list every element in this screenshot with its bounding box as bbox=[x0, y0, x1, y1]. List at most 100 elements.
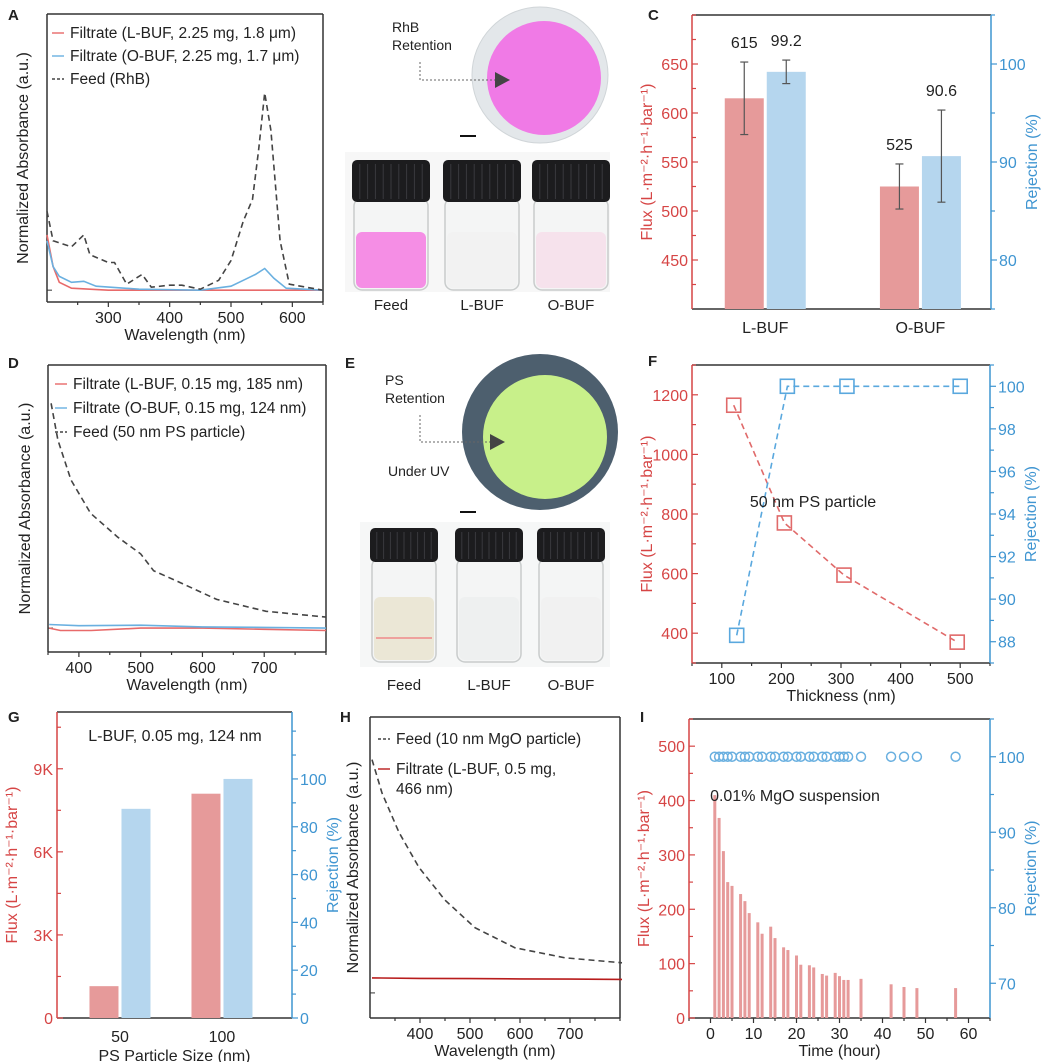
x-tick-label: 400 bbox=[407, 1026, 434, 1043]
legend-item: Filtrate (O-BUF, 2.25 mg, 1.7 μm) bbox=[52, 48, 299, 65]
chart-annotation: 50 nm PS particle bbox=[750, 494, 876, 511]
panel-label-a: A bbox=[8, 7, 19, 24]
bar bbox=[717, 817, 721, 1018]
data-point bbox=[725, 397, 742, 414]
y-left-tick-label: 650 bbox=[661, 57, 688, 74]
bar bbox=[782, 947, 786, 1018]
bar bbox=[795, 955, 798, 1018]
bar bbox=[799, 964, 803, 1018]
data-point bbox=[778, 751, 789, 763]
bar bbox=[121, 808, 151, 1018]
legend-label: Feed (50 nm PS particle) bbox=[73, 424, 245, 441]
x-tick-label: 700 bbox=[557, 1026, 584, 1043]
y-axis-label: Normalized Absorbance (a.u.) bbox=[17, 403, 34, 615]
bar bbox=[902, 987, 906, 1018]
vial-liquid bbox=[356, 232, 426, 288]
y-right-tick-label: 100 bbox=[999, 57, 1026, 74]
bar bbox=[807, 965, 811, 1018]
y-right-tick-label: 20 bbox=[300, 963, 318, 980]
x-tick-label: 700 bbox=[251, 660, 278, 677]
data-point bbox=[885, 751, 897, 763]
y-right-tick-label: 100 bbox=[998, 750, 1025, 767]
y-right-tick-label: 40 bbox=[300, 915, 318, 932]
x-axis-label: PS Particle Size (nm) bbox=[98, 1048, 250, 1062]
vial-label: O-BUF bbox=[548, 297, 595, 314]
data-point bbox=[752, 751, 764, 763]
y-left-tick-label: 9K bbox=[33, 762, 53, 779]
data-point bbox=[791, 751, 802, 763]
x-tick-label: 300 bbox=[828, 671, 855, 688]
bar bbox=[769, 926, 773, 1018]
y-left-tick-label: 400 bbox=[658, 794, 685, 811]
data-point bbox=[779, 378, 796, 395]
x-axis-label: Wavelength (nm) bbox=[126, 677, 247, 694]
x-axis-label: Time (hour) bbox=[798, 1043, 880, 1060]
data-point bbox=[776, 515, 793, 531]
bar-data-label: 615 bbox=[731, 35, 758, 52]
x-tick-label: 10 bbox=[745, 1026, 763, 1043]
bar bbox=[223, 778, 253, 1018]
y-right-tick-label: 100 bbox=[300, 772, 327, 789]
x-tick-label: 600 bbox=[507, 1026, 534, 1043]
y-left-tick-label: 1000 bbox=[652, 447, 688, 464]
data-point bbox=[911, 751, 923, 763]
bar bbox=[820, 973, 824, 1018]
bar bbox=[889, 984, 893, 1018]
series-line bbox=[735, 385, 961, 636]
series-line bbox=[49, 627, 327, 632]
legend-item: Filtrate (L-BUF, 2.25 mg, 1.8 μm) bbox=[52, 25, 296, 42]
legend-label: Filtrate (O-BUF, 2.25 mg, 1.7 μm) bbox=[70, 48, 299, 65]
data-point bbox=[839, 378, 855, 395]
y-right-tick-label: 80 bbox=[998, 901, 1016, 918]
legend-label: Feed (RhB) bbox=[70, 71, 150, 88]
x-tick-label: 100 bbox=[708, 671, 735, 688]
y-left-tick-label: 800 bbox=[661, 507, 688, 524]
vial-liquid bbox=[447, 232, 517, 288]
legend-item: Filtrate (O-BUF, 0.15 mg, 124 nm) bbox=[55, 400, 306, 417]
vial-liquid bbox=[541, 597, 601, 660]
y-left-tick-label: 200 bbox=[658, 902, 685, 919]
photo-panel-e: PS Retention Under UV Feed L-BUF O-BUF bbox=[360, 354, 618, 694]
data-point bbox=[804, 751, 815, 763]
x-axis-label: Thickness (nm) bbox=[786, 688, 895, 705]
legend-item: Filtrate (L-BUF, 0.5 mg, 466 nm) bbox=[378, 761, 556, 798]
y-left-axis-label: Flux (L·m⁻²·h⁻¹·bar⁻¹) bbox=[639, 84, 656, 241]
y-left-axis-label: Flux (L·m⁻²·h⁻¹·bar⁻¹) bbox=[636, 790, 653, 947]
panel-label-g: G bbox=[8, 709, 20, 726]
data-point bbox=[898, 751, 910, 763]
bar bbox=[773, 938, 777, 1018]
data-point bbox=[949, 634, 966, 650]
bar bbox=[730, 885, 734, 1018]
retained-dye-membrane bbox=[487, 21, 601, 135]
legend-label: 466 nm) bbox=[396, 781, 453, 798]
y-right-tick-label: 90 bbox=[999, 155, 1017, 172]
pointer-line bbox=[419, 62, 495, 81]
bar bbox=[739, 894, 743, 1018]
bar bbox=[833, 972, 837, 1018]
arrow-icon bbox=[490, 434, 505, 450]
legend-item: Feed (50 nm PS particle) bbox=[55, 424, 245, 441]
vial-label: Feed bbox=[374, 297, 408, 314]
legend-item: Feed (RhB) bbox=[52, 71, 150, 88]
bar bbox=[191, 793, 221, 1018]
chart-panel-g: 50 100 PS Particle Size (nm) 0 3K 6K 9K 0 20 40 60… bbox=[4, 711, 342, 1062]
y-left-tick-label: 550 bbox=[661, 155, 688, 172]
data-point bbox=[842, 751, 854, 763]
chart-annotation: L-BUF, 0.05 mg, 124 nm bbox=[88, 728, 261, 745]
bar bbox=[838, 976, 841, 1018]
retention-label: RhB bbox=[392, 19, 419, 35]
chart-annotation: 0.01% MgO suspension bbox=[710, 788, 880, 805]
y-right-tick-label: 80 bbox=[300, 820, 318, 837]
bar bbox=[812, 967, 816, 1018]
x-tick-label: 500 bbox=[947, 671, 974, 688]
data-point bbox=[838, 751, 850, 763]
legend-item: Filtrate (L-BUF, 0.15 mg, 185 nm) bbox=[55, 376, 303, 393]
y-right-axis-label: Rejection (%) bbox=[325, 817, 342, 913]
y-left-axis-label: Flux (L·m⁻²·h⁻¹·bar⁻¹) bbox=[4, 787, 21, 944]
pointer-line bbox=[419, 415, 490, 443]
y-right-tick-label: 60 bbox=[300, 868, 318, 885]
bar bbox=[89, 986, 119, 1018]
